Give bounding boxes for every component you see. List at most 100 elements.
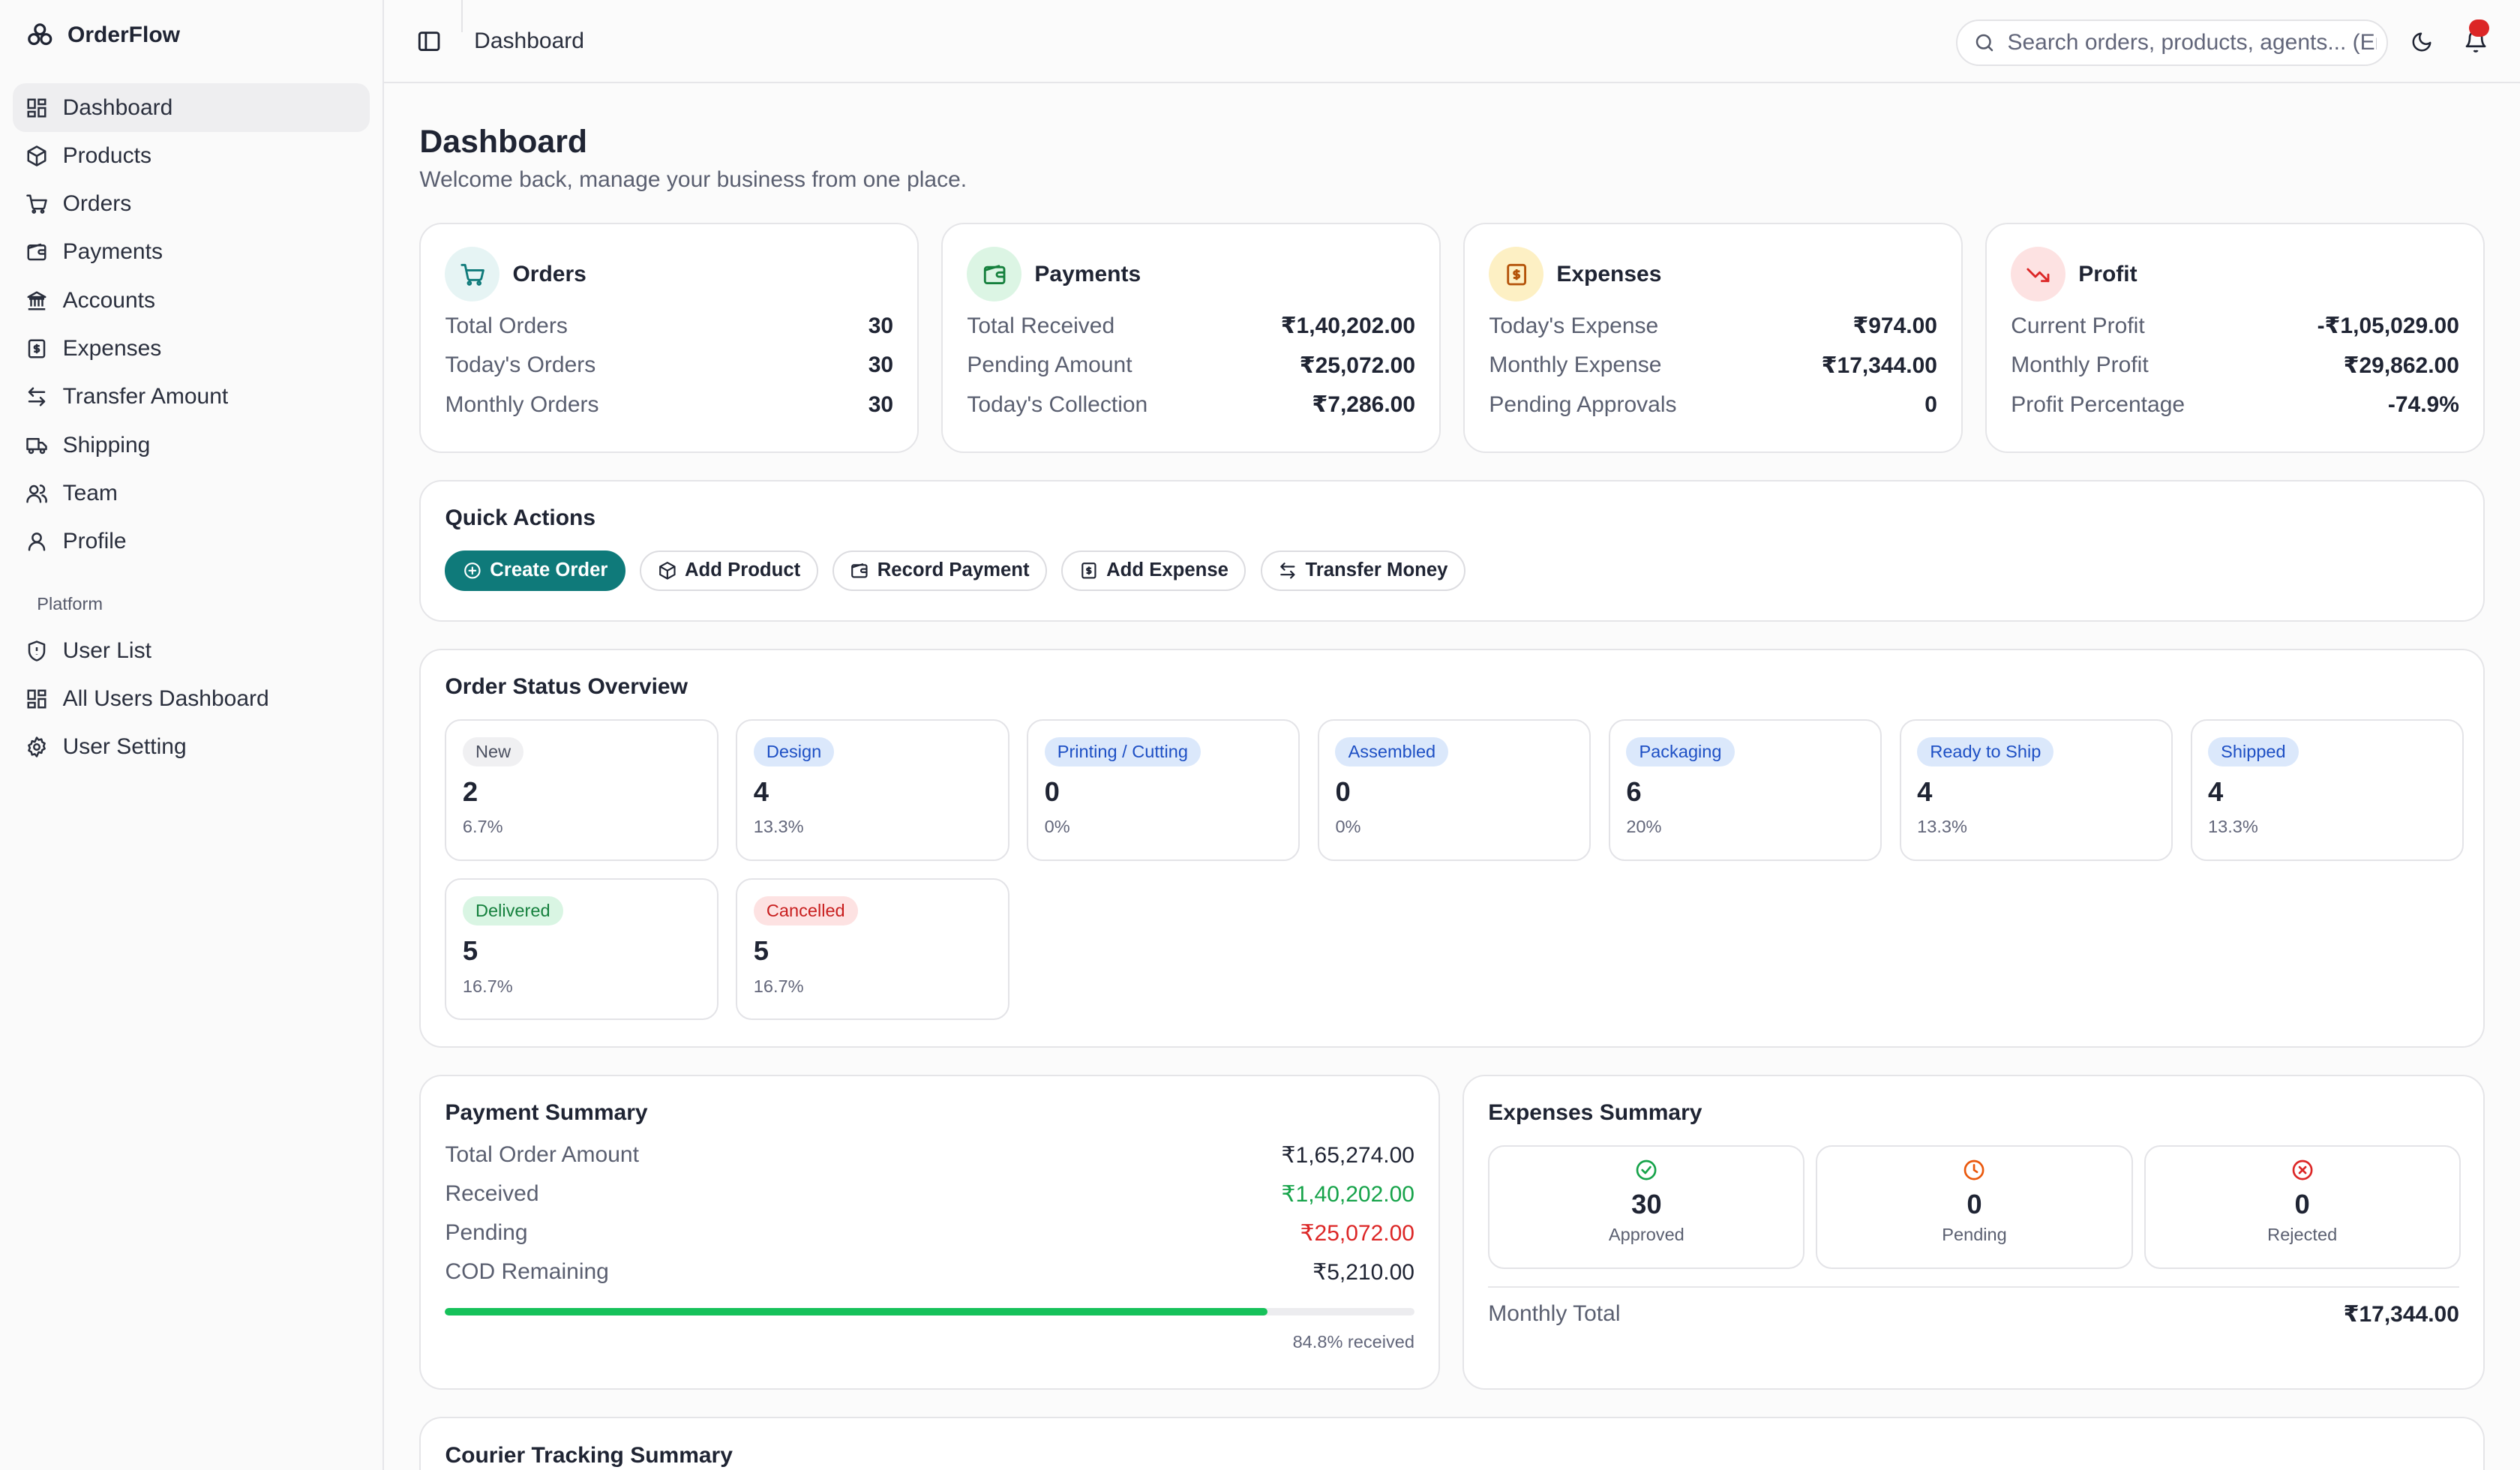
- moon-icon[interactable]: [2410, 31, 2433, 53]
- main-nav: Dashboard Products Orders Payments Accou…: [0, 70, 382, 771]
- sidebar-item-transfer-amount[interactable]: Transfer Amount: [13, 373, 370, 421]
- sidebar-item-expenses[interactable]: Expenses: [13, 325, 370, 373]
- sidebar-item-label: Accounts: [62, 287, 155, 313]
- status-count: 0: [1044, 776, 1060, 807]
- arrows-left-right-icon: [1280, 562, 1295, 579]
- summary-value: ₹1,40,202.00: [1281, 1181, 1414, 1207]
- status-card-delivered[interactable]: Delivered 5 16.7%: [445, 878, 718, 1020]
- summary-value: ₹1,65,274.00: [1281, 1142, 1414, 1168]
- sidebar-item-dashboard[interactable]: Dashboard: [13, 83, 370, 132]
- status-count: 6: [1626, 776, 1642, 807]
- transfer-money-button[interactable]: Transfer Money: [1260, 550, 1466, 591]
- sidebar-item-label: Transfer Amount: [62, 384, 229, 410]
- sidebar-item-label: Expenses: [62, 335, 162, 361]
- status-count: 5: [753, 934, 769, 966]
- stat-row: Total Orders 30: [445, 307, 893, 346]
- status-percent: 16.7%: [753, 976, 804, 996]
- status-card-packaging[interactable]: Packaging 6 20%: [1608, 718, 1882, 861]
- stat-value: 30: [868, 352, 894, 378]
- sidebar-section-platform: Platform: [37, 594, 104, 614]
- stat-label: Current Profit: [2011, 313, 2145, 338]
- sidebar-item-user-setting[interactable]: User Setting: [13, 723, 370, 771]
- received-progress-fill: [445, 1307, 1268, 1316]
- sidebar-item-orders[interactable]: Orders: [13, 180, 370, 228]
- stat-card-profit: Profit Current Profit -₹1,05,029.00 Month…: [1985, 223, 2486, 453]
- sidebar-item-shipping[interactable]: Shipping: [13, 421, 370, 469]
- notification-badge: [2468, 19, 2490, 38]
- sidebar-item-user-list[interactable]: User List: [13, 627, 370, 675]
- sidebar-item-label: Dashboard: [62, 94, 173, 120]
- stat-row: Monthly Profit ₹29,862.00: [2011, 346, 2459, 386]
- page-title: Dashboard: [419, 123, 588, 160]
- create-order-button[interactable]: Create Order: [445, 550, 626, 591]
- wallet-icon: [27, 244, 46, 261]
- status-card-printing-cutting[interactable]: Printing / Cutting 0 0%: [1027, 718, 1300, 861]
- sidebar-item-team[interactable]: Team: [13, 470, 370, 518]
- button-label: Add Expense: [1106, 560, 1228, 581]
- main-area: Dashboard Dashboard Welcome back, manage…: [384, 0, 2520, 1470]
- sidebar-item-payments[interactable]: Payments: [13, 228, 370, 276]
- stat-card-payments: Payments Total Received ₹1,40,202.00 Pend…: [941, 223, 1442, 453]
- stat-row: Today's Orders 30: [445, 346, 893, 386]
- stat-row: Today's Expense ₹974.00: [1489, 307, 1937, 346]
- brand[interactable]: OrderFlow: [0, 0, 382, 70]
- sidebar-item-profile[interactable]: Profile: [13, 518, 370, 566]
- expense-count: 30: [1631, 1188, 1662, 1220]
- add-product-button[interactable]: Add Product: [640, 550, 818, 591]
- package-icon: [27, 146, 46, 166]
- button-label: Add Product: [684, 560, 801, 581]
- stat-label: Total Received: [967, 313, 1115, 338]
- status-card-ready-to-ship[interactable]: Ready to Ship 4 13.3%: [1899, 718, 2174, 861]
- status-percent: 13.3%: [2208, 817, 2258, 837]
- stat-value: 30: [868, 392, 894, 417]
- status-count: 4: [753, 776, 769, 807]
- status-percent: 20%: [1626, 817, 1662, 837]
- summary-row-item: Total Order Amount ₹1,65,274.00: [445, 1136, 1414, 1174]
- sidebar-item-accounts[interactable]: Accounts: [13, 277, 370, 325]
- sidebar-toggle-icon[interactable]: [416, 28, 442, 54]
- stat-label: Monthly Orders: [445, 392, 599, 417]
- payment-summary-card: Payment Summary Total Order Amount ₹1,65,…: [419, 1074, 1441, 1390]
- stat-label: Total Orders: [445, 313, 568, 338]
- divider: [461, 0, 464, 32]
- status-card-cancelled[interactable]: Cancelled 5 16.7%: [736, 878, 1010, 1020]
- stat-value: -74.9%: [2387, 392, 2459, 417]
- search-input[interactable]: [2007, 29, 2378, 56]
- courier-tracking-card: Courier Tracking Summary: [419, 1417, 2486, 1470]
- status-card-assembled[interactable]: Assembled 0 0%: [1318, 718, 1592, 861]
- expense-label: Approved: [1608, 1224, 1684, 1244]
- status-card-new[interactable]: New 2 6.7%: [445, 718, 718, 861]
- sidebar-item-label: Orders: [62, 191, 132, 217]
- sidebar-item-products[interactable]: Products: [13, 132, 370, 180]
- status-card-design[interactable]: Design 4 13.3%: [736, 718, 1010, 861]
- stat-title: Expenses: [1556, 261, 1662, 286]
- receipt-icon: [28, 339, 46, 358]
- sidebar-item-all-users-dashboard[interactable]: All Users Dashboard: [13, 675, 370, 723]
- status-card-shipped[interactable]: Shipped 4 13.3%: [2190, 718, 2464, 861]
- stat-icon-wrap: [2011, 247, 2066, 302]
- expense-card-rejected[interactable]: 0 Rejected: [2144, 1144, 2461, 1269]
- summary-label: Total Order Amount: [445, 1142, 639, 1167]
- expense-card-approved[interactable]: 30 Approved: [1488, 1144, 1805, 1269]
- stat-label: Today's Orders: [445, 352, 596, 378]
- expense-card-pending[interactable]: 0 Pending: [1816, 1144, 2133, 1269]
- sidebar-item-label: Payments: [62, 239, 163, 265]
- bank-icon: [27, 291, 46, 310]
- status-percent: 13.3%: [1917, 817, 1967, 837]
- wallet-icon: [851, 563, 868, 578]
- add-expense-button[interactable]: Add Expense: [1061, 550, 1246, 591]
- status-badge: Cancelled: [753, 896, 858, 926]
- topbar: Dashboard: [384, 0, 2520, 84]
- sidebar-item-label: Shipping: [62, 432, 151, 458]
- stat-icon-wrap: [1489, 247, 1544, 302]
- stat-label: Pending Amount: [967, 352, 1132, 378]
- button-label: Transfer Money: [1305, 560, 1448, 581]
- users-icon: [26, 484, 48, 503]
- status-badge: Printing / Cutting: [1044, 737, 1202, 766]
- search-box[interactable]: [1956, 19, 2389, 66]
- stat-value: ₹1,40,202.00: [1280, 314, 1416, 339]
- record-payment-button[interactable]: Record Payment: [832, 550, 1047, 591]
- stat-value: ₹974.00: [1852, 314, 1937, 339]
- stat-card-expenses: Expenses Today's Expense ₹974.00 Monthly …: [1463, 223, 1964, 453]
- summary-row-item: COD Remaining ₹5,210.00: [445, 1252, 1414, 1292]
